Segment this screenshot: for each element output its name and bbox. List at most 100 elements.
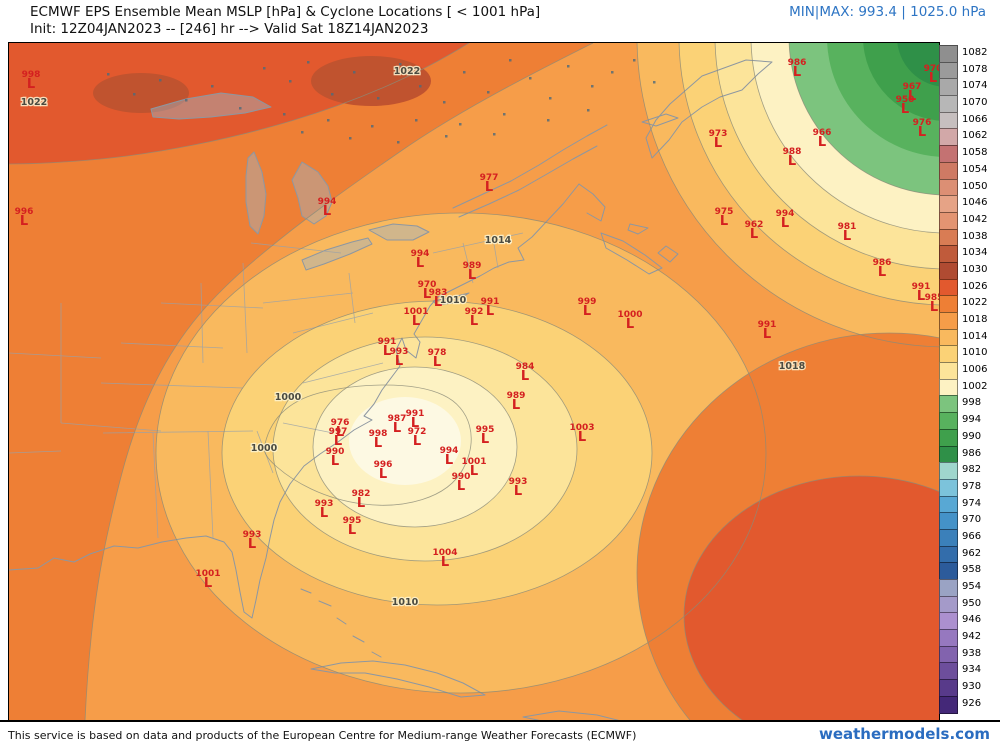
lake-speckle <box>353 71 356 74</box>
legend-swatch <box>939 428 958 447</box>
legend-value: 1022 <box>962 297 988 309</box>
cyclone-pressure-value: 991 <box>758 320 777 330</box>
legend-entry: 938 <box>939 645 987 664</box>
legend-value: 1038 <box>962 230 988 242</box>
contour-value-label: 1018 <box>779 361 806 372</box>
cyclone-L-marker: L <box>411 416 419 431</box>
legend-swatch <box>939 645 958 664</box>
lake-speckle <box>133 93 136 96</box>
weathermodels-link[interactable]: weathermodels.com <box>818 725 990 743</box>
cyclone-L-marker: L <box>204 576 212 591</box>
cyclone-pressure-value: 1003 <box>569 423 594 433</box>
legend-value: 1054 <box>962 163 988 175</box>
cyclone-L-marker: L <box>583 304 591 319</box>
legend-value: 962 <box>962 547 982 559</box>
lake-speckle <box>611 71 614 74</box>
legend-value: 954 <box>962 581 982 592</box>
lake-speckle <box>547 119 550 122</box>
contour-value-label: 1000 <box>275 392 302 403</box>
lake-speckle <box>301 131 304 134</box>
lake-speckle <box>591 85 594 88</box>
contour-1002 <box>312 366 518 528</box>
legend-swatch <box>939 545 958 564</box>
lake-speckle <box>307 61 310 64</box>
lake-speckle <box>463 71 466 74</box>
contour-value-label: 1000 <box>251 443 278 454</box>
legend-swatch <box>939 512 958 530</box>
legend-entry: 1038 <box>939 228 988 247</box>
cyclone-pressure-value: 973 <box>709 129 728 139</box>
cyclone-pressure-value: 994 <box>411 249 430 259</box>
legend-value: 934 <box>962 664 982 676</box>
cyclone-L-marker: L <box>843 229 851 244</box>
legend-entry: 1022 <box>939 295 988 313</box>
legend-swatch <box>939 595 958 614</box>
lake-speckle <box>239 107 242 110</box>
legend-value: 1034 <box>962 247 988 259</box>
lake-erie <box>301 237 373 271</box>
nova-scotia <box>600 232 663 275</box>
lake-speckle <box>529 77 532 80</box>
legend-entry: 1046 <box>939 195 987 213</box>
cyclone-L-marker: L <box>383 344 391 359</box>
legend-entry: 1074 <box>939 78 987 97</box>
cyclone-L-marker: L <box>468 268 476 283</box>
cyclone-L-marker: L <box>416 256 424 271</box>
lake-speckle <box>443 101 446 104</box>
legend-value: 1010 <box>962 347 988 359</box>
long-island <box>432 292 470 306</box>
lake-speckle <box>331 93 334 96</box>
cyclone-pressure-value: 990 <box>326 447 345 457</box>
st-lawrence-north <box>452 124 608 209</box>
attribution-text: This service is based on data and produc… <box>8 729 637 742</box>
lake-speckle <box>159 79 162 82</box>
cyclone-L-marker: L <box>514 484 522 499</box>
minmax-readout: MIN|MAX: 993.4 | 1025.0 hPa <box>789 4 986 20</box>
cyclone-L-marker: L <box>433 355 441 370</box>
fill-low-core <box>349 397 461 485</box>
legend-entry: 994 <box>939 412 987 430</box>
legend-entry: 934 <box>939 662 987 681</box>
cyclone-pressure-value: 1004 <box>432 548 457 558</box>
cyclone-L-marker: L <box>781 216 789 231</box>
legend-entry: 998 <box>939 395 987 414</box>
legend-swatch <box>939 695 958 714</box>
cyclone-L-marker: L <box>336 425 344 440</box>
cyclone-pressure-value: 994 <box>440 446 459 456</box>
legend-entry: 1018 <box>939 312 988 330</box>
pressure-fill-layers <box>9 43 939 721</box>
cyclone-L-marker: L <box>626 317 634 332</box>
cyclone-pressure-value: 970 <box>418 280 437 290</box>
cyclone-pressure-value: 995 <box>343 516 362 526</box>
contour-1000 <box>263 384 472 506</box>
legend-swatch <box>939 412 958 430</box>
cyclone-L-marker: L <box>470 464 478 479</box>
fill-nw-high-1022 <box>9 43 593 721</box>
st-lawrence-south <box>458 145 598 218</box>
legend-value: 1070 <box>962 97 988 109</box>
lake-speckle <box>493 133 496 136</box>
cyclone-pressure-value: 975 <box>715 207 734 217</box>
cyclone-pressure-value: 997 <box>329 427 348 437</box>
legend-entry: 978 <box>939 478 987 497</box>
cyclone-pressure-value: 998 <box>369 429 388 439</box>
lake-speckle <box>185 99 188 102</box>
cyclone-L-marker: L <box>481 432 489 447</box>
cyclone-L-marker: L <box>331 454 339 469</box>
legend-value: 1006 <box>962 364 988 376</box>
prince-edward-island <box>627 223 649 235</box>
legend-value: 974 <box>962 497 982 509</box>
legend-swatch <box>939 195 958 213</box>
contour-1026-se <box>683 475 939 721</box>
cyclone-pressure-value: 993 <box>315 499 334 509</box>
lake-speckle <box>397 141 400 144</box>
cyclone-L-marker: L <box>412 314 420 329</box>
legend-entry: 966 <box>939 528 987 547</box>
lake-speckle <box>415 119 418 122</box>
cyclone-pressure-value: 996 <box>15 207 34 217</box>
lake-speckle <box>587 109 590 112</box>
fill-ne-986 <box>897 43 939 87</box>
legend-value: 1018 <box>962 314 988 325</box>
